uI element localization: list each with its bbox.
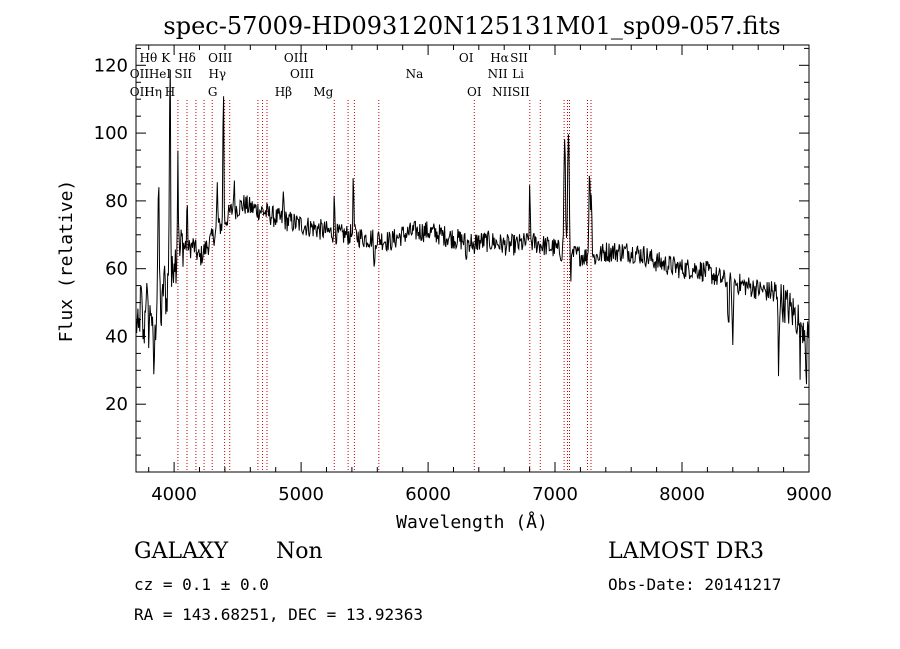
y-tick-label-20: 20 — [105, 394, 128, 415]
line-label-24: SII — [512, 85, 530, 99]
y-axis-ticks: 20 40 60 80 100 120 — [94, 47, 809, 456]
x-axis-ticks: 4000 5000 6000 7000 8000 9000 — [148, 45, 832, 505]
x-tick-label-4000: 4000 — [151, 484, 197, 505]
x-tick-label-6000: 6000 — [405, 484, 451, 505]
line-label-8: SII — [174, 67, 192, 81]
y-tick-label-80: 80 — [105, 191, 128, 212]
spectrum-line — [135, 69, 810, 385]
y-tick-label-100: 100 — [94, 123, 128, 144]
line-label-20: NII — [488, 67, 508, 81]
line-label-22: SII — [510, 51, 528, 65]
object-subclass: Non — [276, 539, 323, 564]
line-label-5: K — [161, 51, 171, 65]
line-label-16: Na — [406, 67, 424, 81]
line-label-12: OIII — [284, 51, 308, 65]
object-class: GALAXY — [134, 539, 229, 564]
observation-date: Obs-Date: 20141217 — [608, 575, 781, 594]
line-label-14: Hβ — [275, 85, 292, 99]
line-label-2: Hθ — [140, 51, 158, 65]
x-tick-label-8000: 8000 — [659, 484, 705, 505]
y-tick-label-60: 60 — [105, 259, 128, 280]
line-label-11: G — [208, 85, 218, 99]
line-label-0: OII — [130, 67, 150, 81]
line-label-18: OI — [467, 85, 482, 99]
x-tick-label-7000: 7000 — [532, 484, 578, 505]
x-axis-label: Wavelength (Å) — [396, 511, 548, 533]
line-label-13: OIII — [290, 67, 314, 81]
y-axis-label: Flux (relative) — [56, 180, 77, 343]
line-label-15: Mg — [313, 85, 333, 99]
line-label-1: OII — [130, 85, 150, 99]
chart-title: spec-57009-HD093120N125131M01_sp09-057.f… — [163, 12, 780, 40]
x-tick-label-5000: 5000 — [278, 484, 324, 505]
line-label-7: Hδ — [178, 51, 196, 65]
y-tick-label-40: 40 — [105, 326, 128, 347]
line-label-3: Hη — [144, 85, 162, 99]
line-label-23: Li — [512, 67, 524, 81]
x-tick-label-9000: 9000 — [786, 484, 832, 505]
coordinates-readout: RA = 143.68251, DEC = 13.92363 — [134, 605, 423, 624]
line-label-9: OIII — [208, 51, 232, 65]
line-label-21: NII — [492, 85, 512, 99]
redshift-readout: cz = 0.1 ± 0.0 — [134, 575, 269, 594]
y-tick-label-120: 120 — [94, 55, 128, 76]
plot-frame — [135, 44, 810, 473]
line-marker-group — [177, 100, 592, 472]
line-label-4: HeI — [149, 67, 172, 81]
line-label-17: OI — [459, 51, 474, 65]
line-label-10: Hγ — [208, 67, 226, 81]
line-label-19: Hα — [490, 51, 509, 65]
survey-name: LAMOST DR3 — [608, 539, 764, 564]
